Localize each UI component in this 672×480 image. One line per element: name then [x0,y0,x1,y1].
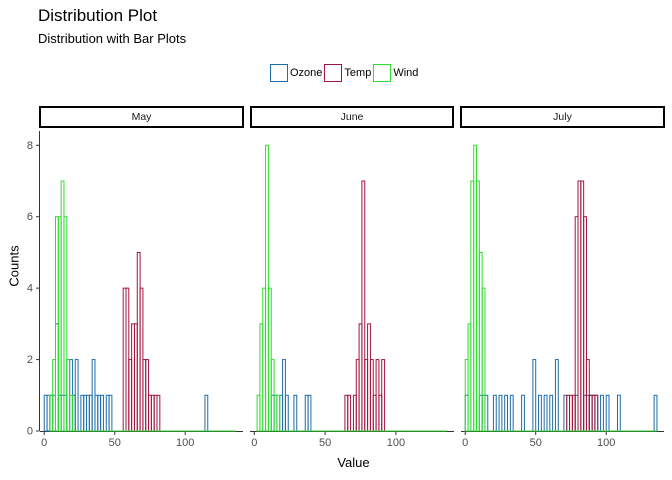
y-tick-label-3: 6 [27,211,33,223]
x-tick-label-july-2: 100 [597,437,615,449]
y-tick-label-4: 8 [27,140,33,152]
x-tick-label-may-2: 100 [176,437,194,449]
legend-label-temp: Temp [344,67,372,79]
legend-item-wind: Wind [373,64,420,82]
bar-june-temp-12 [381,359,386,432]
bar-july-ozone-13 [554,359,559,432]
bar-july-ozone-4 [492,394,497,432]
y-tick-label-1: 2 [27,354,33,366]
bar-july-ozone-9 [532,359,537,432]
bar-may-ozone-22 [204,394,209,432]
bar-may-ozone-11 [74,359,79,432]
x-tick-label-july-1: 50 [530,437,542,449]
bar-july-temp-10 [594,394,599,432]
bar-july-ozone-8 [521,394,525,432]
bar-july-ozone-11 [543,394,548,432]
bar-july-ozone-5 [498,394,503,432]
panel-label-july: July [553,111,572,123]
x-tick-label-june-0: 0 [251,437,257,449]
legend-label-wind: Wind [393,67,419,79]
y-tick-label-0: 0 [27,426,33,438]
panel-strip-june: June [250,106,454,128]
x-axis-title: Value [337,455,370,470]
bar-june-ozone-7 [307,394,312,432]
bar-july-ozone-21 [600,394,604,432]
bar-july-ozone-6 [504,394,509,432]
bar-july-ozone-22 [605,394,610,432]
x-tick-label-july-0: 0 [462,437,468,449]
x-tick-label-june-2: 100 [387,437,405,449]
bar-june-temp-1 [347,394,352,432]
bar-july-ozone-23 [616,394,621,432]
legend-key-ozone [270,64,288,82]
panel-label-june: June [340,111,364,123]
chart-title: Distribution Plot [38,6,158,25]
bar-june-ozone-4 [284,394,289,432]
bar-may-ozone-21 [108,394,113,432]
x-tick-label-may-1: 50 [109,437,121,449]
legend-label-ozone: Ozone [290,67,323,79]
bar-june-ozone-5 [293,394,298,432]
bar-july-wind-6 [481,287,486,432]
bar-june-wind-7 [276,394,281,432]
bar-may-temp-12 [156,394,161,432]
panel-label-may: May [131,111,152,123]
panel-strip-may: May [39,106,244,128]
chart-subtitle: Distribution with Bar Plots [38,31,187,46]
legend: Ozone Temp Wind [270,62,420,84]
y-axis-title: Counts [6,245,22,287]
bar-july-ozone-10 [538,394,542,432]
bar-may-wind-7 [69,394,73,432]
legend-item-temp: Temp [324,64,373,82]
legend-key-temp [324,64,343,82]
bar-july-ozone-24 [653,394,658,432]
legend-item-ozone: Ozone [270,64,324,82]
legend-key-wind [373,64,392,82]
x-tick-label-may-0: 0 [41,437,47,449]
bar-july-ozone-7 [509,394,514,432]
bar-may-ozone-19 [100,394,104,432]
y-tick-label-2: 4 [27,283,33,295]
panel-strip-july: July [460,106,665,128]
x-tick-label-june-1: 50 [319,437,331,449]
bar-july-ozone-12 [549,394,554,432]
